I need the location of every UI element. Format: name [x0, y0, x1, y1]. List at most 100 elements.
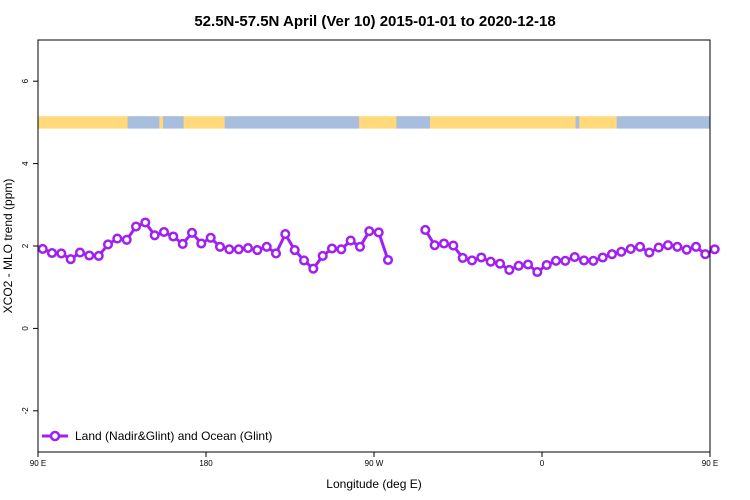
ocean-segment-0: [127, 116, 160, 129]
data-point: [56, 248, 67, 259]
data-point: [102, 239, 114, 250]
y-axis-label: XCO2 - MLO trend (ppm): [1, 179, 15, 314]
ocean-segment-2: [224, 116, 360, 129]
data-point: [326, 243, 338, 254]
data-point: [569, 252, 580, 263]
landmask-strip: [38, 116, 710, 129]
data-point: [485, 256, 496, 267]
data-point: [420, 224, 431, 235]
data-point: [653, 242, 664, 253]
data-point: [541, 259, 552, 271]
data-point: [644, 247, 655, 258]
data-point: [46, 247, 58, 259]
y-tick-label: 6: [21, 78, 30, 83]
data-point: [252, 245, 263, 256]
y-tick-label: -2: [21, 407, 30, 415]
data-point: [457, 252, 468, 263]
y-tick-label: 4: [21, 161, 30, 166]
data-point: [168, 231, 179, 242]
data-point: [308, 263, 319, 274]
data-point: [354, 241, 366, 252]
data-point: [681, 244, 692, 255]
data-point: [196, 238, 207, 249]
ocean-segment-3: [396, 116, 430, 129]
legend-marker-swatch: [49, 430, 61, 442]
data-point: [364, 226, 375, 237]
data-point: [93, 250, 104, 261]
data-point: [597, 252, 608, 263]
data-point: [242, 243, 254, 254]
data-point: [345, 235, 356, 246]
data-point: [522, 259, 534, 270]
data-point: [140, 217, 151, 228]
data-point: [532, 266, 543, 278]
data-point: [205, 232, 216, 243]
data-point: [149, 230, 160, 241]
data-point: [37, 243, 48, 254]
data-point: [74, 247, 86, 258]
legend-entry-label: Land (Nadir&Glint) and Ocean (Glint): [75, 429, 272, 443]
data-point: [625, 243, 636, 254]
data-point: [429, 240, 440, 251]
series-line-1: [424, 229, 716, 274]
data-point: [494, 258, 506, 269]
data-point: [233, 244, 244, 255]
data-point: [270, 248, 282, 259]
data-point: [121, 234, 132, 245]
x-tick-label: 90 E: [30, 459, 46, 468]
data-point: [317, 250, 328, 261]
data-point: [709, 244, 720, 255]
data-point: [578, 255, 590, 266]
data-point: [690, 241, 702, 252]
data-point: [560, 255, 571, 266]
ocean-segment-4: [575, 116, 580, 129]
data-point: [513, 260, 524, 271]
data-point: [289, 245, 300, 256]
x-tick-label: 0: [540, 459, 545, 468]
data-point: [130, 221, 142, 232]
data-point: [662, 240, 674, 251]
data-point: [112, 233, 123, 244]
data-point: [186, 227, 198, 238]
data-point: [700, 249, 711, 260]
data-point: [84, 250, 95, 261]
ocean-segment-5: [616, 116, 710, 129]
y-tick-label: 2: [21, 243, 30, 248]
ocean-segment-1: [163, 116, 184, 129]
data-point: [438, 238, 450, 249]
plot-frame: [37, 39, 711, 453]
data-point: [588, 255, 599, 266]
data-point: [672, 241, 683, 252]
legend: Land (Nadir&Glint) and Ocean (Glint): [42, 429, 272, 443]
data-point: [336, 244, 347, 255]
data-point: [476, 252, 487, 263]
x-axis: 90 E 180 90 W 0 90 E: [30, 452, 718, 468]
data-point: [606, 249, 618, 260]
data-point: [177, 238, 188, 249]
series-layer: [37, 217, 720, 278]
data-point: [448, 240, 459, 251]
data-point: [261, 241, 272, 252]
data-point: [214, 241, 226, 252]
x-tick-label: 90 E: [702, 459, 718, 468]
y-tick-label: 0: [21, 326, 30, 331]
data-point: [280, 229, 291, 240]
data-point: [616, 246, 627, 257]
data-point: [298, 255, 310, 266]
data-point: [65, 254, 76, 265]
data-point: [504, 264, 515, 275]
data-point: [373, 227, 384, 238]
data-point: [466, 255, 478, 266]
land-band: [38, 116, 710, 129]
x-axis-label: Longitude (deg E): [326, 477, 421, 491]
x-tick-label: 180: [199, 459, 213, 468]
data-point: [382, 254, 394, 266]
data-point: [158, 226, 170, 238]
data-point: [634, 241, 646, 252]
data-point: [550, 255, 562, 266]
x-tick-label: 90 W: [365, 459, 384, 468]
y-axis: -2 0 2 4 6: [21, 78, 38, 414]
chart-title: 52.5N-57.5N April (Ver 10) 2015-01-01 to…: [194, 13, 555, 30]
data-point: [224, 244, 235, 255]
